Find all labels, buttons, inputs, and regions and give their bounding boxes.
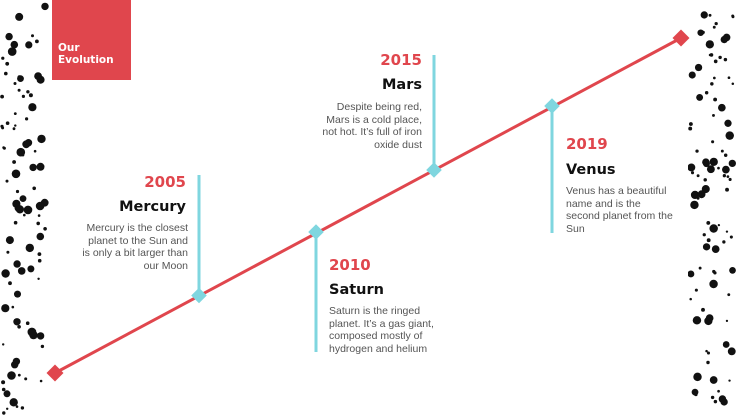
event-year-2019: 2019 bbox=[566, 135, 608, 153]
dot-pattern-right bbox=[688, 11, 736, 406]
event-planet-saturn: Saturn bbox=[329, 282, 384, 298]
node-2015 bbox=[426, 162, 442, 178]
event-description-mars: Despite being red, Mars is a cold place,… bbox=[322, 101, 422, 151]
dot-pattern-left bbox=[0, 2, 49, 415]
event-planet-mars: Mars bbox=[382, 77, 422, 93]
event-year-2015: 2015 bbox=[380, 51, 422, 69]
event-description-venus: Venus has a beautiful name and is the se… bbox=[566, 185, 673, 235]
title-box: Our Evolution bbox=[52, 0, 131, 80]
node-2005 bbox=[191, 287, 207, 304]
event-description-saturn: Saturn is the ringed planet. It’s a gas … bbox=[329, 305, 434, 355]
event-planet-venus: Venus bbox=[566, 162, 616, 178]
event-year-2010: 2010 bbox=[329, 256, 371, 274]
timeline-end-marker bbox=[672, 29, 690, 47]
node-2010 bbox=[308, 224, 324, 240]
event-year-2005: 2005 bbox=[144, 173, 186, 191]
slide-title: Our Evolution bbox=[58, 42, 114, 66]
timeline-line bbox=[54, 36, 682, 375]
timeline-start-marker bbox=[46, 364, 64, 382]
event-description-mercury: Mercury is the closest planet to the Sun… bbox=[82, 222, 188, 272]
event-planet-mercury: Mercury bbox=[119, 199, 186, 215]
